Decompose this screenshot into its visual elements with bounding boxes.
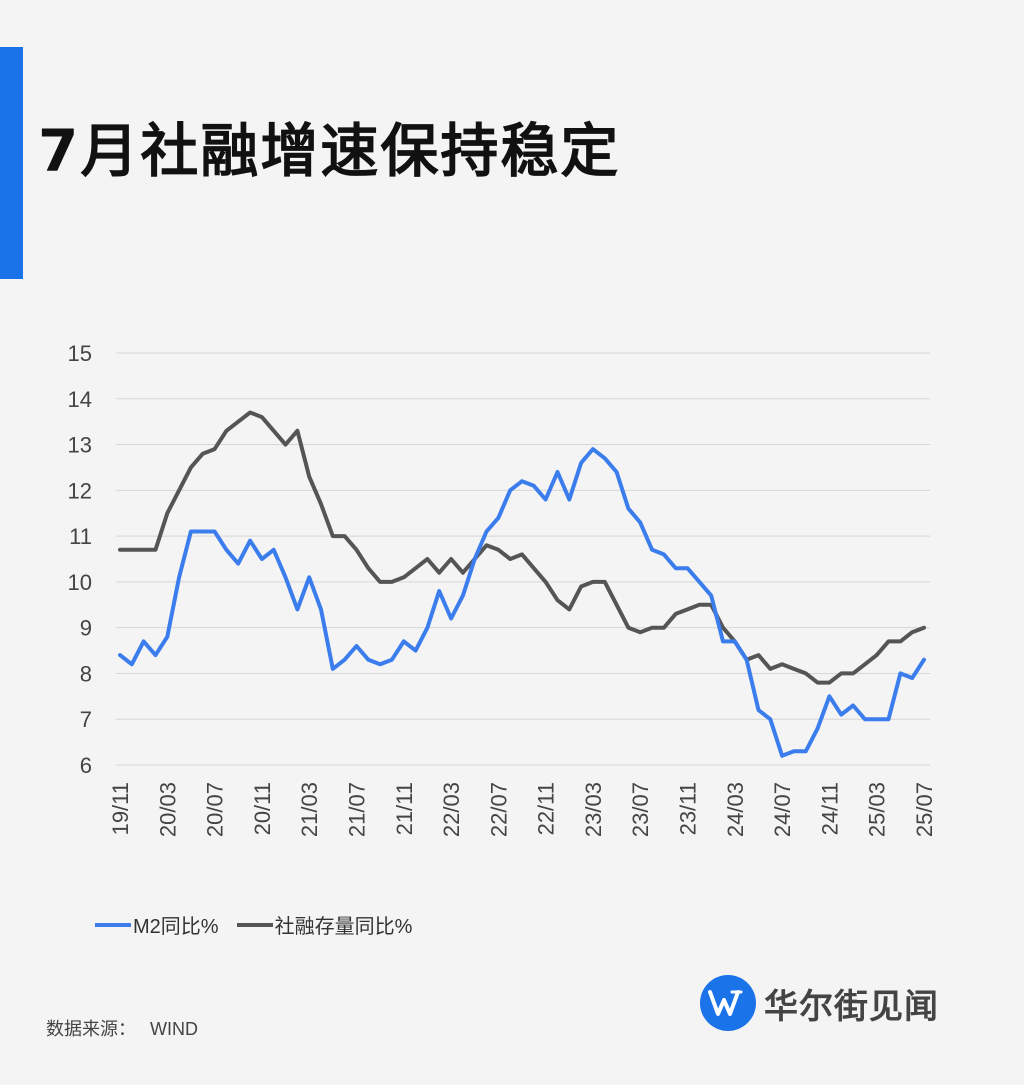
- y-axis-ticks: 6 7 8 9 10 11 12 13 14 15: [68, 341, 92, 778]
- x-tick-label: 21/07: [344, 782, 369, 837]
- x-tick-label: 19/11: [108, 782, 133, 835]
- y-tick-label: 13: [68, 433, 92, 458]
- legend-label-m2: M2同比%: [133, 916, 219, 938]
- x-tick-label: 23/07: [628, 782, 653, 837]
- legend-item-tsf: 社融存量同比%: [236, 910, 413, 939]
- y-tick-label: 9: [80, 616, 92, 641]
- chart-series: [118, 410, 926, 758]
- x-tick-label: 23/03: [581, 782, 606, 837]
- x-tick-label: 22/07: [486, 782, 511, 837]
- logo-text: 华尔街见闻: [764, 986, 939, 1027]
- brand-logo: 华尔街见闻: [700, 975, 939, 1031]
- accent-bar: [0, 47, 23, 279]
- y-tick-label: 15: [68, 341, 92, 366]
- x-tick-label: 22/03: [439, 782, 464, 837]
- source-value: WIND: [150, 1019, 198, 1039]
- wallstreetcn-w-icon: [700, 975, 756, 1031]
- y-tick-label: 6: [80, 753, 92, 778]
- y-tick-label: 14: [68, 387, 92, 412]
- legend-swatch-m2: [95, 922, 131, 927]
- x-tick-label: 25/03: [865, 782, 890, 837]
- x-tick-label: 21/03: [297, 782, 322, 837]
- legend-label-tsf: 社融存量同比%: [274, 916, 413, 938]
- page-title: 7月社融增速保持稳定: [38, 117, 621, 185]
- legend-item-m2: M2同比%: [95, 910, 219, 939]
- source-label: 数据来源：: [46, 1019, 136, 1039]
- x-tick-label: 25/07: [912, 782, 937, 837]
- y-tick-label: 12: [68, 478, 92, 503]
- y-tick-label: 10: [68, 570, 92, 595]
- x-tick-label: 22/11: [534, 782, 559, 835]
- x-tick-label: 23/11: [676, 782, 701, 835]
- series-line-m2: [118, 447, 926, 758]
- x-tick-label: 24/07: [770, 782, 795, 837]
- y-tick-label: 11: [69, 524, 92, 549]
- chart-legend: M2同比% 社融存量同比%: [95, 910, 430, 939]
- legend-swatch-tsf: [236, 922, 273, 927]
- x-tick-label: 20/03: [155, 782, 180, 837]
- x-tick-label: 24/03: [723, 782, 748, 837]
- series-line-tsf: [118, 410, 926, 685]
- chart-grid: [116, 352, 930, 766]
- data-source: 数据来源： WIND: [46, 1015, 198, 1041]
- x-tick-label: 20/07: [203, 782, 228, 837]
- y-tick-label: 7: [80, 707, 92, 732]
- y-tick-label: 8: [80, 661, 92, 686]
- x-tick-label: 21/11: [392, 782, 417, 835]
- x-tick-label: 20/11: [250, 782, 275, 835]
- x-axis-ticks: 19/11 20/03 20/07 20/11 21/03 21/07 21/11 22/03…: [108, 782, 937, 837]
- x-tick-label: 24/11: [817, 782, 842, 835]
